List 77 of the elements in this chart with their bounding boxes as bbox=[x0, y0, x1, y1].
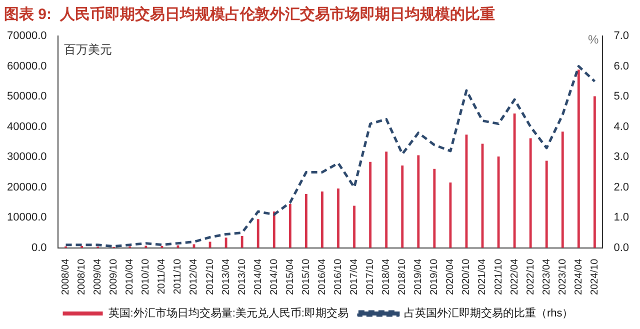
x-tick-label: 2017/04 bbox=[349, 258, 360, 296]
x-tick-label: 2010/10 bbox=[140, 258, 152, 296]
bar bbox=[529, 138, 532, 248]
y2-tick-label: 3.0 bbox=[614, 151, 630, 164]
y2-tick-label: 5.0 bbox=[614, 90, 630, 103]
x-tick-label: 2022/10 bbox=[525, 258, 536, 296]
y-axis-title: 百万美元 bbox=[64, 42, 112, 56]
bar bbox=[545, 160, 548, 248]
bar bbox=[240, 236, 244, 248]
y-tick-label: 60000.0 bbox=[6, 60, 47, 72]
x-tick-label: 2016/04 bbox=[316, 258, 328, 296]
x-tick-label: 2021/04 bbox=[477, 258, 488, 296]
x-tick-label: 2024/04 bbox=[573, 258, 584, 296]
y-tick-label: 50000.0 bbox=[6, 90, 47, 103]
x-tick-label: 2023/10 bbox=[557, 258, 568, 296]
x-tick-label: 2008/10 bbox=[76, 258, 88, 296]
bar bbox=[288, 204, 292, 248]
x-tick-label: 2011/10 bbox=[172, 258, 184, 294]
y2-tick-label: 7.0 bbox=[614, 30, 630, 42]
x-tick-label: 2019/10 bbox=[429, 258, 440, 296]
x-tick-label: 2020/04 bbox=[445, 258, 456, 296]
bar bbox=[577, 70, 580, 248]
y-tick-label: 0.0 bbox=[31, 242, 47, 254]
bar bbox=[256, 219, 260, 248]
x-tick-label: 2014/10 bbox=[268, 258, 280, 296]
line-series bbox=[64, 65, 596, 248]
y-tick-label: 30000.0 bbox=[6, 151, 47, 164]
x-tick-label: 2012/10 bbox=[204, 258, 216, 296]
x-tick-label: 2018/04 bbox=[381, 258, 392, 296]
legend-label: 占英国外汇即期交易的比重（rhs） bbox=[404, 306, 574, 320]
x-tick-label: 2016/10 bbox=[333, 258, 344, 296]
y2-tick-label: 1.0 bbox=[614, 212, 630, 224]
x-tick-label: 2008/04 bbox=[60, 258, 72, 296]
bar bbox=[321, 192, 324, 248]
y-tick-label: 10000.0 bbox=[6, 212, 47, 224]
y-tick-label: 20000.0 bbox=[6, 181, 47, 194]
x-tick-label: 2022/04 bbox=[509, 258, 520, 296]
y-tick-label: 40000.0 bbox=[6, 120, 47, 133]
bar bbox=[272, 212, 276, 248]
legend-label: 英国:外汇市场日均交易量:美元兑人民币:即期交易 bbox=[108, 306, 348, 320]
bar bbox=[385, 152, 388, 248]
x-tick-label: 2023/04 bbox=[541, 258, 552, 296]
bar bbox=[304, 194, 308, 248]
bar bbox=[417, 155, 420, 248]
y2-tick-label: 0.0 bbox=[614, 242, 630, 254]
x-tick-label: 2013/04 bbox=[220, 258, 232, 296]
x-tick-label: 2017/10 bbox=[365, 258, 376, 296]
x-tick-label: 2021/10 bbox=[493, 258, 504, 296]
x-tick-label: 2015/04 bbox=[284, 258, 296, 296]
y2-tick-label: 2.0 bbox=[614, 181, 630, 194]
y2-tick-label: 4.0 bbox=[614, 120, 630, 133]
y2-tick-label: 6.0 bbox=[614, 60, 630, 72]
bar bbox=[513, 113, 516, 248]
bar bbox=[561, 132, 564, 248]
y2-axis-title: % bbox=[588, 32, 600, 46]
bar bbox=[593, 96, 596, 248]
chart-title: 图表 9: 人民币即期交易日均规模占伦敦外汇交易市场即期日均规模的比重 bbox=[4, 5, 495, 24]
x-tick-label: 2011/04 bbox=[156, 258, 168, 294]
x-tick-label: 2019/04 bbox=[413, 258, 424, 296]
y-tick-label: 70000.0 bbox=[6, 30, 47, 42]
x-tick-label: 2020/10 bbox=[461, 258, 472, 296]
bar bbox=[337, 188, 340, 248]
x-tick-label: 2024/10 bbox=[589, 258, 600, 296]
x-tick-label: 2013/10 bbox=[236, 258, 248, 296]
bar bbox=[449, 182, 452, 248]
bar bbox=[401, 166, 404, 248]
x-tick-label: 2012/04 bbox=[188, 258, 200, 296]
x-tick-label: 2010/04 bbox=[124, 258, 136, 296]
x-tick-label: 2009/04 bbox=[92, 258, 104, 296]
x-tick-label: 2009/10 bbox=[108, 258, 120, 296]
bar bbox=[353, 206, 356, 248]
x-tick-label: 2015/10 bbox=[300, 258, 312, 296]
x-tick-label: 2018/10 bbox=[397, 258, 408, 296]
x-tick-label: 2014/04 bbox=[252, 258, 264, 296]
bar bbox=[369, 162, 372, 248]
bar bbox=[433, 168, 436, 248]
bar bbox=[224, 238, 228, 248]
